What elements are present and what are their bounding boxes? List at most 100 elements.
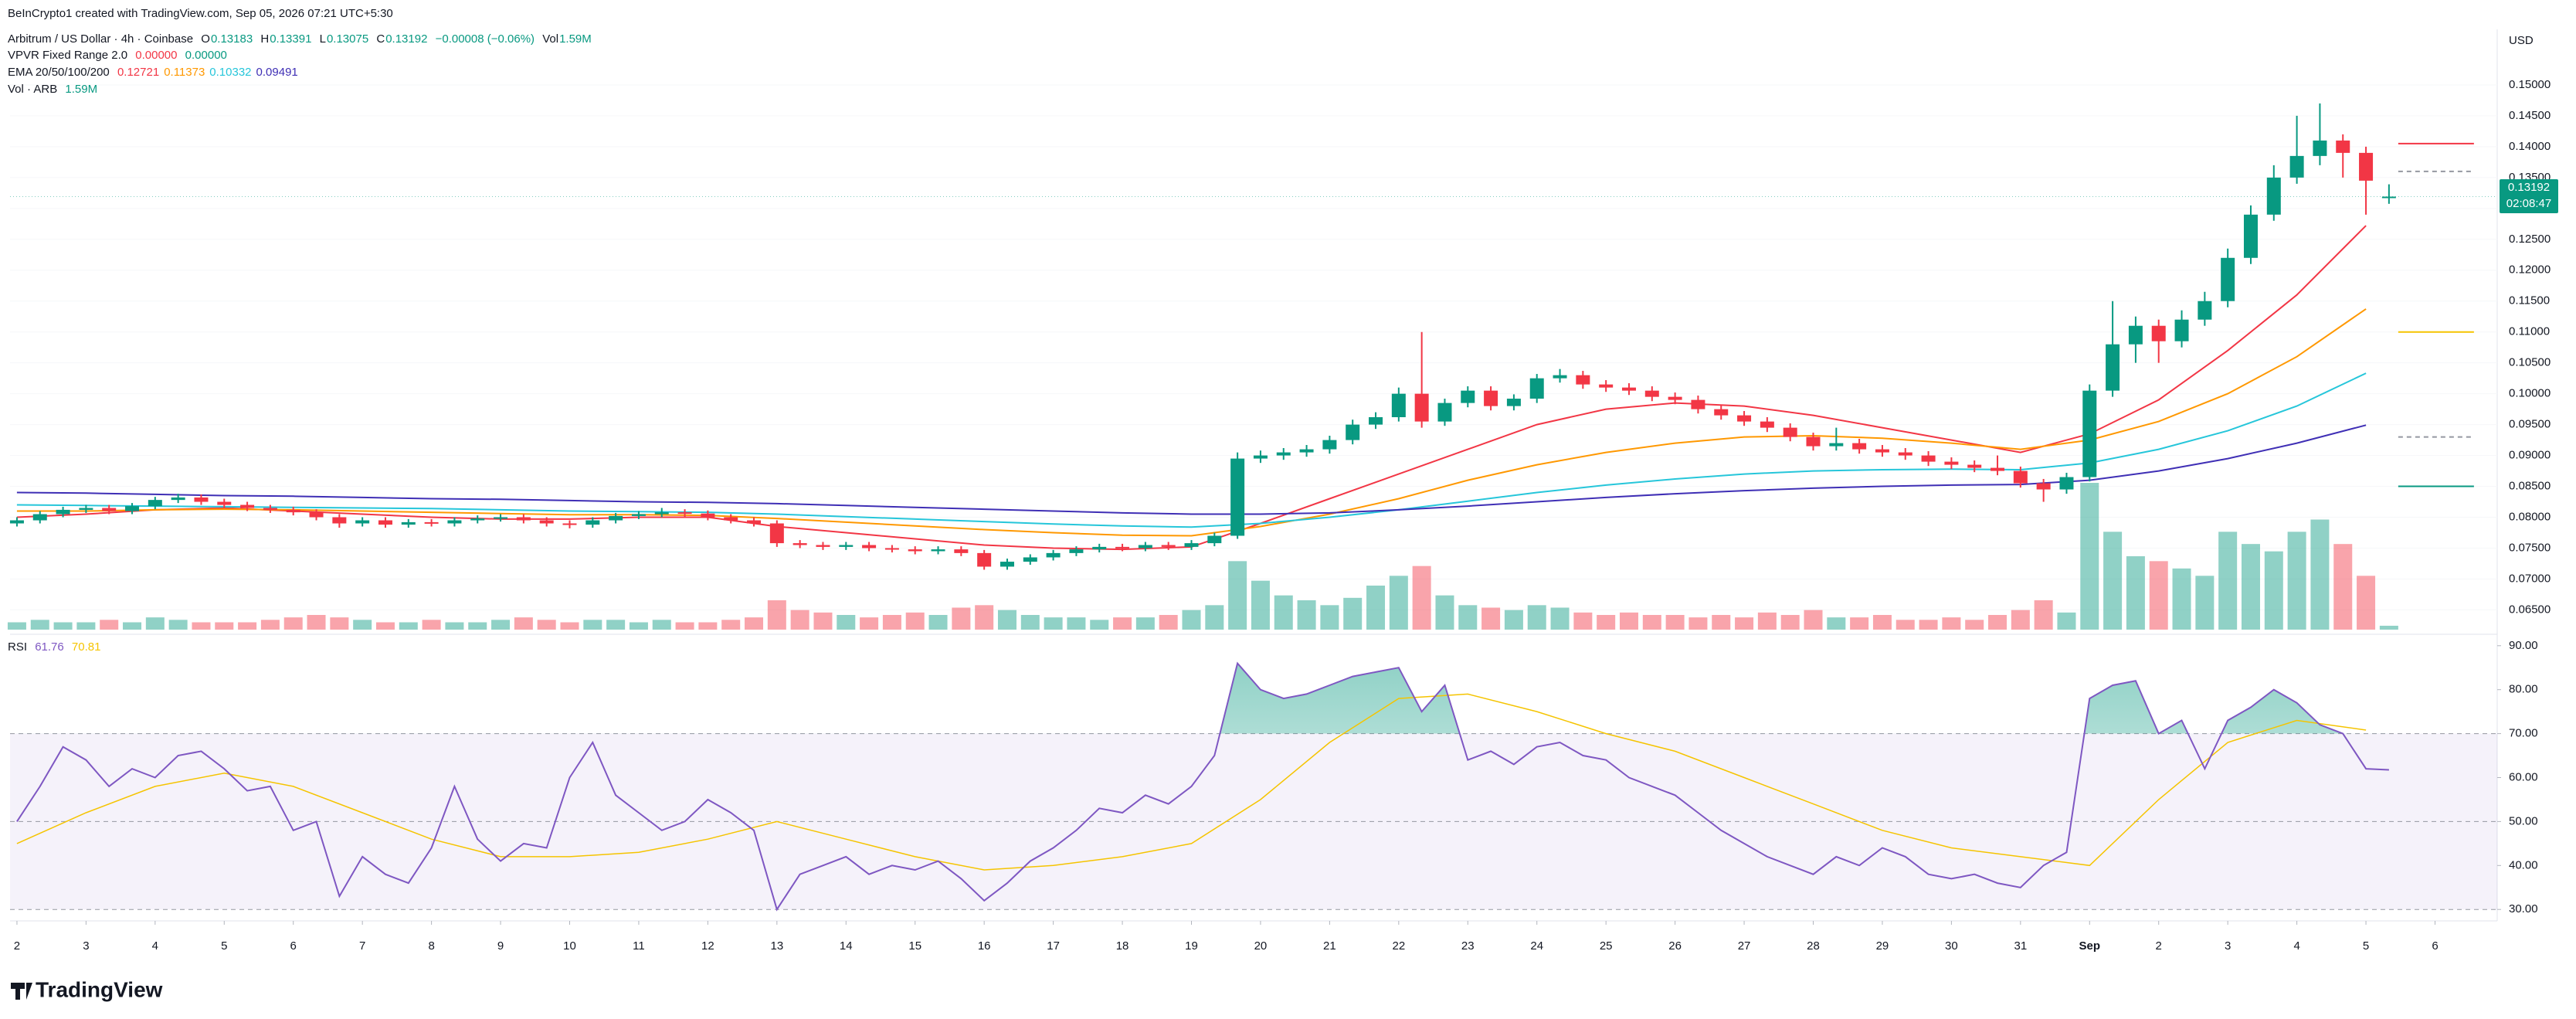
- volume-bar: [1090, 620, 1109, 630]
- volume-bar: [2357, 576, 2376, 630]
- volume-bar: [882, 615, 901, 630]
- x-tick-label: 2: [14, 939, 20, 953]
- volume-bar: [1366, 586, 1386, 630]
- y-tick-label: 40.00: [2509, 858, 2538, 871]
- indicator-value: 1.59M: [65, 83, 98, 96]
- volume-bar: [491, 620, 511, 630]
- x-tick-label: 23: [1461, 939, 1475, 953]
- indicator-name: RSI: [8, 640, 28, 654]
- volume-bar: [860, 617, 879, 630]
- volume-bar: [1988, 615, 2008, 630]
- volume-bar: [2149, 561, 2168, 630]
- y-tick-label: 0.08500: [2509, 480, 2551, 493]
- legend-label: C: [376, 32, 385, 46]
- candle-body: [1484, 390, 1498, 406]
- candle-body: [1115, 546, 1130, 549]
- candle-body: [286, 509, 300, 513]
- volume-bar: [53, 622, 73, 630]
- candle-body: [9, 520, 24, 524]
- x-tick-label: 6: [2432, 939, 2438, 953]
- candle-body: [1184, 543, 1199, 547]
- candle-body: [1644, 390, 1659, 397]
- x-tick-label: 16: [978, 939, 991, 953]
- volume-bar: [422, 620, 441, 630]
- candle-body: [2151, 325, 2166, 341]
- logo: TradingView: [36, 977, 163, 1001]
- volume-bar: [399, 622, 418, 630]
- legend-row: VPVR Fixed Range 2.0 0.00000 0.00000: [8, 48, 232, 63]
- volume-bar: [606, 620, 626, 630]
- volume-bar: [76, 622, 96, 630]
- x-tick-label: 18: [1116, 939, 1129, 953]
- ema-line: [16, 372, 2367, 528]
- volume-bar: [30, 620, 49, 630]
- candle-body: [884, 548, 899, 550]
- x-tick-label: 26: [1668, 939, 1682, 953]
- volume-bar: [1850, 617, 1869, 630]
- candle-body: [424, 521, 439, 524]
- volume-bar: [353, 620, 372, 630]
- volume-bar: [1481, 607, 1501, 630]
- volume-bar: [1435, 595, 1454, 630]
- x-tick-label: 6: [290, 939, 297, 953]
- x-tick-label: 15: [908, 939, 921, 953]
- legend-row: RSI 61.76 70.81: [8, 640, 105, 655]
- x-tick-label: 17: [1047, 939, 1060, 953]
- volume-bar: [1274, 595, 1293, 630]
- volume-bar: [1343, 597, 1363, 630]
- legend-value: 0.13391: [270, 32, 312, 46]
- volume-bar: [1965, 620, 1984, 630]
- candle-body: [2381, 196, 2396, 199]
- indicator-name: EMA 20/50/100/200: [8, 66, 110, 79]
- volume-bar: [1619, 612, 1638, 630]
- volume-bar: [1228, 561, 1247, 630]
- indicator-value: 0.00000: [135, 49, 178, 62]
- candle-body: [1553, 375, 1567, 379]
- volume-bar: [1712, 615, 1731, 630]
- volume-bar: [1942, 617, 1961, 630]
- candle-body: [1829, 443, 1844, 447]
- x-tick-label: 4: [152, 939, 158, 953]
- x-tick-label: 25: [1600, 939, 1613, 953]
- volume-bar: [145, 617, 165, 630]
- indicator-value: 0.09491: [256, 66, 298, 79]
- candle-body: [1991, 467, 2005, 471]
- volume-bar: [2195, 576, 2215, 630]
- x-tick-label: 4: [2293, 939, 2299, 953]
- volume-bar: [1067, 617, 1086, 630]
- candle-body: [171, 497, 185, 501]
- ema-line: [16, 424, 2367, 515]
- candle-body: [977, 552, 992, 567]
- candle-body: [378, 520, 392, 525]
- candle-body: [1529, 378, 1544, 399]
- candle-body: [1806, 436, 1821, 447]
- volume-bar: [790, 610, 809, 630]
- volume-bar: [1251, 580, 1270, 630]
- x-tick-label: 10: [563, 939, 576, 953]
- volume-bar: [1504, 610, 1523, 630]
- y-tick-label: 0.14000: [2509, 140, 2551, 153]
- candle-body: [1576, 375, 1590, 385]
- legend-value: 0.13075: [326, 32, 369, 46]
- volume-bar: [2126, 556, 2145, 630]
- y-tick-label: 0.11000: [2509, 325, 2550, 338]
- candle-body: [1714, 409, 1729, 416]
- y-tick-label: 60.00: [2509, 770, 2538, 783]
- ema-line: [16, 308, 2367, 537]
- volume-bar: [629, 622, 648, 630]
- volume-bar: [2287, 532, 2306, 630]
- candle-body: [32, 514, 47, 521]
- candle-body: [1783, 427, 1797, 437]
- indicator-value: 0.11373: [164, 66, 205, 79]
- candle-body: [1967, 464, 1982, 468]
- volume-bar: [1044, 617, 1063, 630]
- volume-bar: [698, 622, 718, 630]
- x-tick-label: Sep: [2079, 939, 2101, 953]
- volume-bar: [123, 622, 142, 630]
- volume-bar: [928, 615, 948, 630]
- candle-body: [1069, 549, 1084, 553]
- candle-body: [1437, 403, 1452, 422]
- volume-bar: [2172, 568, 2191, 630]
- x-tick-label: 21: [1323, 939, 1336, 953]
- candle-body: [401, 521, 416, 525]
